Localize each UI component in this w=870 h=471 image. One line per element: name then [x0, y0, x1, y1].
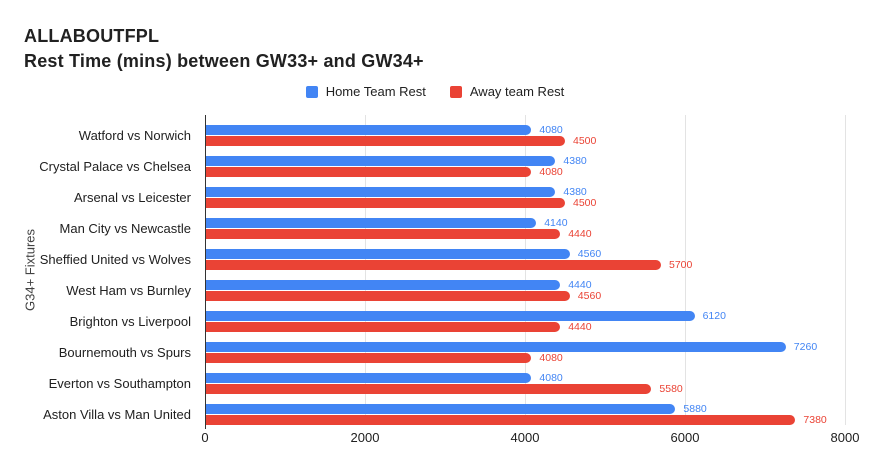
- category-label: Arsenal vs Leicester: [73, 190, 191, 205]
- bar-value-label: 4440: [568, 321, 592, 333]
- legend-item-away[interactable]: Away team Rest: [449, 84, 565, 99]
- away-rest-bar[interactable]: [205, 353, 532, 363]
- bar-group-5: 4440 4560: [205, 270, 845, 302]
- away-rest-bar[interactable]: [205, 260, 661, 270]
- bar-group-3: 4140 4440: [205, 208, 845, 240]
- gridline-6000: [685, 115, 686, 425]
- category-label: Bournemouth vs Spurs: [58, 345, 191, 360]
- bar-value-label: 5880: [683, 403, 707, 415]
- legend-label: Home Team Rest: [325, 84, 426, 99]
- bar-value-label: 4440: [568, 279, 592, 291]
- chart-title: ALLABOUTFPL: [24, 26, 160, 46]
- category-label: Crystal Palace vs Chelsea: [39, 159, 191, 174]
- bar-value-label: 7380: [803, 414, 827, 426]
- legend: Home Team Rest Away team Rest: [0, 84, 870, 99]
- legend-label: Away team Rest: [469, 84, 565, 99]
- away-series-swatch-icon: [449, 85, 462, 98]
- gridline-4000: [525, 115, 526, 425]
- category-label: Everton vs Southampton: [48, 376, 191, 391]
- bar-group-9: 5880 7380: [205, 394, 845, 426]
- bar-value-label: 4500: [573, 197, 597, 209]
- away-rest-bar[interactable]: [205, 229, 561, 239]
- bar-group-8: 4080 5580: [205, 363, 845, 395]
- bar-group-6: 6120 4440: [205, 301, 845, 333]
- category-label: Aston Villa vs Man United: [43, 407, 191, 422]
- home-rest-bar[interactable]: [205, 125, 532, 135]
- category-label: Brighton vs Liverpool: [69, 314, 191, 329]
- x-tick-label-4000: 4000: [510, 430, 540, 445]
- bar-value-label: 4080: [539, 372, 563, 384]
- home-rest-bar[interactable]: [205, 280, 561, 290]
- category-label: West Ham vs Burnley: [66, 283, 191, 298]
- away-rest-bar[interactable]: [205, 415, 796, 425]
- bar-value-label: 4080: [539, 124, 563, 136]
- chart-subtitle: Rest Time (mins) between GW33+ and GW34+: [24, 51, 424, 71]
- away-rest-bar[interactable]: [205, 136, 565, 146]
- bar-value-label: 6120: [702, 310, 726, 322]
- bar-value-label: 4440: [568, 228, 592, 240]
- bar-value-label: 4560: [577, 248, 602, 260]
- bar-value-label: 4380: [563, 186, 587, 198]
- home-rest-bar[interactable]: [205, 218, 537, 228]
- bar-value-label: 5580: [659, 383, 683, 395]
- home-rest-bar[interactable]: [205, 156, 556, 166]
- home-rest-bar[interactable]: [205, 187, 556, 197]
- home-rest-bar[interactable]: [205, 404, 676, 414]
- x-tick-label-8000: 8000: [830, 430, 860, 445]
- bar-value-label: 4080: [539, 352, 563, 364]
- home-rest-bar[interactable]: [205, 342, 786, 352]
- bar-value-label: 7260: [793, 341, 818, 353]
- x-axis-tick-labels: 0 2000 4000 6000 8000: [201, 430, 859, 446]
- x-tick-label-6000: 6000: [670, 430, 700, 445]
- bar-value-label: 4500: [573, 135, 597, 147]
- bar-value-label: 5700: [669, 259, 693, 271]
- chart-title-block: ALLABOUTFPL Rest Time (mins) between GW3…: [24, 24, 424, 74]
- legend-item-home[interactable]: Home Team Rest: [305, 84, 426, 99]
- bar-group-1: 4380 4080: [205, 146, 845, 178]
- x-tick-label-0: 0: [201, 430, 209, 445]
- gridline-2000: [365, 115, 366, 425]
- bar-group-2: 4380 4500: [205, 177, 845, 209]
- bar-group-4: 4560 5700: [205, 239, 845, 271]
- bar-value-label: 4080: [539, 166, 563, 178]
- away-rest-bar[interactable]: [205, 322, 561, 332]
- bar-group-7: 7260 4080: [205, 332, 845, 364]
- home-rest-bar[interactable]: [205, 311, 695, 321]
- category-label: Sheffied United vs Wolves: [39, 252, 191, 267]
- bar-value-label: 4140: [544, 217, 568, 229]
- home-rest-bar[interactable]: [205, 249, 570, 259]
- bar-value-label: 4380: [563, 155, 587, 167]
- category-label: Watford vs Norwich: [78, 128, 191, 143]
- away-rest-bar[interactable]: [205, 167, 532, 177]
- home-series-swatch-icon: [305, 85, 318, 98]
- category-label: Man City vs Newcastle: [59, 221, 191, 236]
- away-rest-bar[interactable]: [205, 384, 652, 394]
- plot-area: 4080 4500 4380 4080 4380 4500 4140 4440 4560 5700…: [205, 115, 846, 426]
- away-rest-bar[interactable]: [205, 291, 570, 301]
- bar-value-label: 4560: [577, 290, 602, 302]
- away-rest-bar[interactable]: [205, 198, 565, 208]
- gridline-8000: [845, 115, 846, 425]
- bar-group-0: 4080 4500: [205, 115, 845, 147]
- home-rest-bar[interactable]: [205, 373, 532, 383]
- x-tick-label-2000: 2000: [350, 430, 380, 445]
- baseline-axis-line: [205, 115, 206, 429]
